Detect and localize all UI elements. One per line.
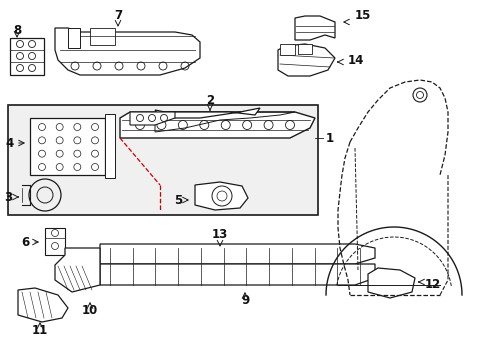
Ellipse shape: [107, 139, 113, 157]
Bar: [105, 114, 115, 178]
Polygon shape: [367, 268, 414, 298]
Text: 8: 8: [13, 23, 21, 36]
Text: 7: 7: [114, 9, 122, 22]
Text: 14: 14: [347, 54, 364, 67]
Text: 4: 4: [6, 136, 14, 149]
Bar: [30, 118, 105, 175]
Polygon shape: [294, 16, 334, 40]
Polygon shape: [55, 248, 100, 292]
Bar: [10, 38, 44, 75]
Polygon shape: [18, 288, 68, 322]
Text: 13: 13: [211, 229, 228, 242]
Text: 5: 5: [173, 194, 182, 207]
Bar: [8, 105, 317, 215]
Polygon shape: [120, 112, 314, 138]
Polygon shape: [100, 264, 374, 285]
Text: 6: 6: [21, 235, 30, 248]
Text: 2: 2: [205, 94, 214, 107]
Text: 15: 15: [354, 9, 370, 22]
Bar: [45, 228, 65, 255]
Polygon shape: [278, 44, 334, 76]
Polygon shape: [297, 44, 311, 54]
Text: 10: 10: [81, 303, 98, 316]
Polygon shape: [195, 182, 247, 210]
Polygon shape: [280, 44, 294, 55]
Text: 12: 12: [424, 279, 440, 292]
Text: 9: 9: [241, 293, 248, 306]
Text: 3: 3: [4, 190, 12, 203]
Polygon shape: [90, 28, 115, 45]
Polygon shape: [68, 28, 80, 48]
Text: 11: 11: [32, 324, 48, 337]
Polygon shape: [100, 244, 374, 264]
Polygon shape: [130, 112, 175, 125]
Polygon shape: [55, 28, 200, 75]
Polygon shape: [155, 108, 260, 118]
Text: 1: 1: [325, 131, 333, 144]
